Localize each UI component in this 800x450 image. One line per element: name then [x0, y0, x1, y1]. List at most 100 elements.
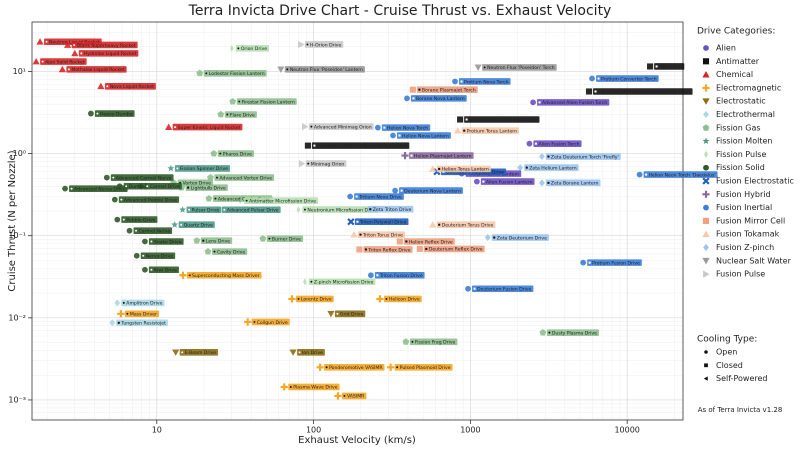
- point-label: Helion Nova Lantern: [397, 132, 451, 139]
- legend-marker: [702, 230, 710, 238]
- label-box: [461, 127, 520, 134]
- cooling-glyph: [226, 113, 229, 116]
- labels: Advanced Alien Fusion Torch Alien Fusion …: [40, 38, 718, 400]
- cooling-glyph: [268, 237, 271, 240]
- x-tick-label: 10000: [614, 426, 639, 435]
- point-label: Firestar Fission Lantern: [236, 98, 297, 105]
- cooling-glyph: [594, 90, 597, 93]
- point-label: H-Orion Drive: [304, 41, 344, 48]
- label-box: [357, 231, 406, 238]
- legend-marker: [702, 71, 710, 78]
- label-box: [464, 116, 540, 123]
- cooling-glyph: [336, 312, 339, 315]
- cooling-glyph: [355, 195, 358, 198]
- point-label: Mass Driver: [124, 310, 160, 318]
- cooling-glyph: [493, 236, 496, 239]
- label-box: [66, 66, 127, 73]
- cooling-glyph: [223, 208, 226, 211]
- point-label: Helion Nova Torch: [381, 124, 431, 131]
- data-point: [71, 49, 79, 57]
- data-point: [304, 142, 311, 149]
- cooling-glyph: [400, 189, 403, 192]
- data-point: [429, 165, 437, 172]
- label-box: [104, 82, 156, 90]
- data-point: [402, 338, 410, 345]
- point-label: Triton Fusion Drive: [374, 271, 425, 279]
- legend-marker: [702, 137, 710, 145]
- data-point: [401, 151, 409, 160]
- cooling-glyph: [120, 198, 123, 201]
- cooling-glyph: [359, 233, 362, 236]
- data-point: [62, 185, 68, 192]
- point-label: Helion Plasmajet Lantern: [409, 152, 474, 159]
- label-text: Helion Nova Lantern: [402, 133, 449, 139]
- data-point: [280, 383, 288, 391]
- data-point: [452, 78, 458, 85]
- label-text: Neutron Flux 'Poseidon' Lantern: [290, 67, 363, 73]
- label-text: Advanced Minimag Orion: [314, 124, 372, 130]
- cooling-glyph: [356, 220, 359, 223]
- legend-label: Fusion Electrostatic: [716, 177, 794, 186]
- point-label: Triton Torus Drive: [357, 231, 406, 238]
- label-text: Deuterium Reflex Drive: [429, 247, 483, 253]
- data-point: [585, 88, 593, 95]
- cooling-glyph: [438, 167, 441, 170]
- label-text: Protium Converter Torch: [601, 76, 657, 82]
- cooling-glyph: [396, 366, 399, 369]
- cooling-glyph: [245, 199, 248, 202]
- cooling-legend-marker: [704, 350, 708, 354]
- label-text: Protium Torus Lantern: [467, 128, 517, 134]
- cooling-glyph: [418, 88, 421, 91]
- label-text: Carmel Drive: [150, 184, 180, 190]
- label-box: [459, 78, 511, 85]
- point-label: Orion Drive: [235, 45, 270, 52]
- legend-label: Fusion Inertial: [716, 203, 772, 212]
- cooling-glyph: [405, 240, 408, 243]
- legend-marker: [702, 257, 710, 265]
- data-point: [204, 248, 212, 255]
- legend-label: Electrothermal: [716, 110, 775, 119]
- legend-label: Fission Gas: [716, 123, 761, 132]
- cooling-glyph: [142, 254, 145, 257]
- data-point: [589, 75, 595, 82]
- data-point: [530, 99, 536, 106]
- cooling-glyph: [597, 77, 600, 80]
- label-text: Advanced Vortex Drive: [219, 175, 272, 181]
- label-text: Firestar Fission Lantern: [242, 99, 295, 105]
- label-box: [251, 318, 290, 326]
- point-label: Neutron Flux 'Poseidon' Lantern: [284, 66, 365, 73]
- cooling-glyph: [237, 47, 240, 50]
- label-text: Triton Polywell Drive: [359, 220, 407, 226]
- label-box: [224, 111, 257, 118]
- label-box: [399, 187, 463, 194]
- label-text: Plasma Wave Drive: [293, 385, 337, 391]
- label-text: Snake Drive: [154, 239, 182, 245]
- label-text: Triton Reflex Drive: [367, 247, 410, 253]
- label-text: Flare Drive: [230, 112, 255, 118]
- label-box: [403, 238, 455, 245]
- legend-label: Fusion Mirror Cell: [716, 216, 785, 225]
- label-text: Kiwi Drive: [154, 268, 177, 274]
- data-point: [368, 272, 374, 279]
- cooling-glyph: [122, 301, 125, 304]
- label-box: [174, 165, 231, 172]
- data-point: [259, 235, 267, 242]
- data-point: [111, 196, 118, 203]
- data-point: [288, 295, 296, 303]
- label-text: Tungsten Resistojet: [120, 321, 166, 327]
- cooling-glyph: [219, 152, 222, 155]
- point-label: Triton Polywell Drive: [354, 218, 409, 226]
- data-point: [303, 278, 307, 286]
- point-label: Protium Torus Lantern: [461, 127, 520, 134]
- label-text: Ponderomotive VASIMR: [329, 365, 383, 371]
- cooling-glyph: [125, 185, 128, 188]
- label-box: [482, 64, 557, 71]
- data-point: [539, 179, 545, 187]
- data-point: [376, 295, 384, 303]
- cooling-glyph: [106, 85, 109, 88]
- data-point: [374, 124, 381, 131]
- data-point: [580, 259, 587, 266]
- point-label: Zeta Borane Lantern: [545, 179, 601, 187]
- label-box: [69, 185, 128, 192]
- point-label: Protium Nova Torch: [459, 78, 511, 85]
